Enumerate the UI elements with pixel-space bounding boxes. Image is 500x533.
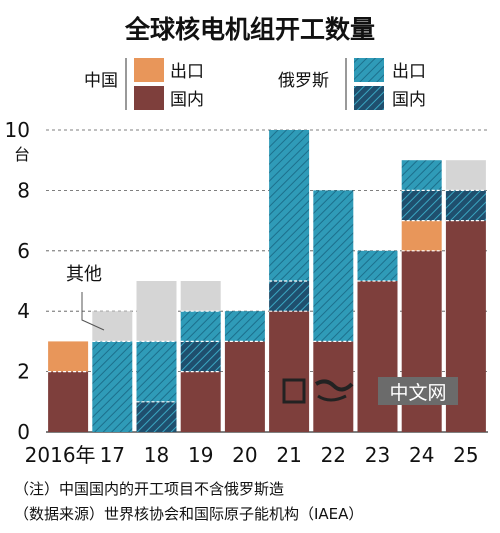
legend: 中国 出口 国内 俄罗斯 出口 国内 bbox=[84, 58, 426, 110]
bar-segment-china-domestic bbox=[269, 311, 310, 432]
bar-segment-russia-export bbox=[313, 190, 354, 342]
legend-china-domestic-swatch bbox=[134, 86, 164, 110]
x-tick-label: 17 bbox=[100, 443, 125, 467]
legend-russia-export-label: 出口 bbox=[392, 62, 426, 82]
x-tick-label: 22 bbox=[321, 443, 346, 467]
bar-segment-russia-export bbox=[269, 130, 310, 281]
watermark-text: 中文网 bbox=[389, 382, 446, 404]
bar-segment-other bbox=[445, 160, 486, 191]
bar-segment-other bbox=[136, 281, 177, 342]
bars bbox=[48, 130, 486, 432]
footnote-source: （数据来源）世界核协会和国际原子能机构（IAEA） bbox=[14, 505, 364, 523]
legend-china-domestic-label: 国内 bbox=[170, 90, 204, 110]
bar-segment-russia-domestic bbox=[445, 190, 486, 221]
legend-russia-export-swatch bbox=[354, 58, 384, 82]
bar-segment-russia-domestic bbox=[269, 281, 310, 312]
y-tick-label: 10 bbox=[5, 118, 30, 142]
bar-segment-russia-export bbox=[92, 341, 133, 432]
other-annotation: 其他 bbox=[66, 264, 102, 285]
x-tick-label: 25 bbox=[453, 443, 478, 467]
bar-segment-russia-export bbox=[401, 160, 442, 191]
footnote-note: （注）中国国内的开工项目不含俄罗斯造 bbox=[14, 480, 285, 498]
x-tick-label: 18 bbox=[144, 443, 169, 467]
bar-segment-russia-domestic bbox=[180, 341, 221, 372]
legend-china-label: 中国 bbox=[84, 71, 118, 91]
x-tick-label: 2016年 bbox=[25, 443, 96, 467]
y-tick-label: 4 bbox=[17, 299, 30, 323]
bar-segment-other bbox=[180, 281, 221, 312]
bar-segment-china-domestic bbox=[48, 371, 89, 432]
chart-title: 全球核电机组开工数量 bbox=[124, 15, 375, 44]
bar-segment-russia-export bbox=[224, 311, 265, 342]
y-tick-label: 6 bbox=[17, 239, 30, 263]
other-annotation-leader bbox=[81, 292, 105, 331]
x-tick-label: 23 bbox=[365, 443, 390, 467]
y-tick-label: 8 bbox=[17, 178, 30, 202]
bar-segment-russia-export bbox=[357, 250, 398, 281]
legend-russia-domestic-label: 国内 bbox=[392, 90, 426, 110]
bar-segment-russia-export bbox=[136, 341, 177, 402]
bar-segment-other bbox=[92, 311, 133, 342]
bar-segment-russia-domestic bbox=[401, 190, 442, 221]
y-tick-label: 0 bbox=[17, 420, 30, 444]
x-tick-label: 21 bbox=[276, 443, 301, 467]
x-axis: 2016年 17 18 19 20 21 22 23 24 25 bbox=[25, 443, 479, 467]
bar-segment-china-domestic bbox=[224, 341, 265, 432]
x-tick-label: 24 bbox=[409, 443, 434, 467]
bar-segment-china-export bbox=[401, 220, 442, 251]
legend-russia-label: 俄罗斯 bbox=[278, 71, 329, 91]
watermark: 中文网 bbox=[282, 374, 462, 408]
y-axis: 0 2 4 6 8 10 bbox=[5, 118, 30, 444]
x-tick-label: 20 bbox=[232, 443, 257, 467]
bar-segment-china-export bbox=[48, 341, 89, 372]
legend-china-export-swatch bbox=[134, 58, 164, 82]
x-tick-label: 19 bbox=[188, 443, 213, 467]
bar-segment-russia-export bbox=[180, 311, 221, 342]
y-unit-label: 台 bbox=[14, 145, 30, 164]
bar-segment-china-domestic bbox=[180, 371, 221, 432]
bar-segment-china-domestic bbox=[357, 281, 398, 432]
legend-china-export-label: 出口 bbox=[170, 62, 204, 82]
y-tick-label: 2 bbox=[17, 360, 30, 384]
bar-segment-russia-domestic bbox=[136, 401, 177, 432]
legend-russia-domestic-swatch bbox=[354, 86, 384, 110]
